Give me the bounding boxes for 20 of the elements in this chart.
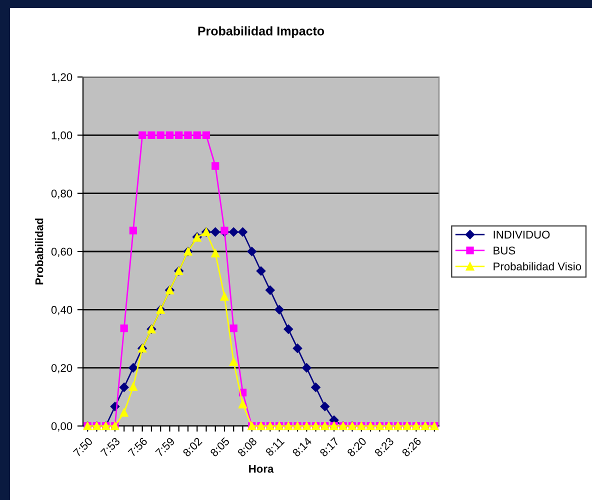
y-tick-label: 0,60: [51, 248, 72, 257]
x-axis-title: Hora: [249, 464, 274, 473]
x-tick-label: 7:59: [155, 436, 176, 458]
y-tick-label: 1,20: [52, 73, 72, 82]
legend-label: INDIVIDUO: [494, 230, 550, 239]
x-tick-label: 8:23: [374, 436, 394, 458]
y-axis-title: Probabilidad: [35, 218, 44, 284]
y-tick-label: 0,80: [51, 190, 72, 199]
legend-label: BUS: [494, 246, 516, 254]
x-tick-label: 7:50: [72, 436, 94, 458]
y-tick-label: 0,00: [51, 422, 72, 432]
chart-title: Probabilidad Impacto: [198, 26, 324, 38]
y-tick-label: 0,20: [51, 364, 72, 374]
x-tick-label: 8:20: [346, 436, 367, 458]
y-tick-label: 0,40: [51, 306, 72, 316]
x-tick-label: 7:53: [100, 436, 120, 458]
x-tick-label: 8:11: [265, 437, 285, 457]
x-tick-label: 7:56: [128, 436, 148, 458]
legend-label: Probabilidad Visio: [494, 262, 582, 270]
y-tick-label: 1,00: [52, 131, 72, 141]
